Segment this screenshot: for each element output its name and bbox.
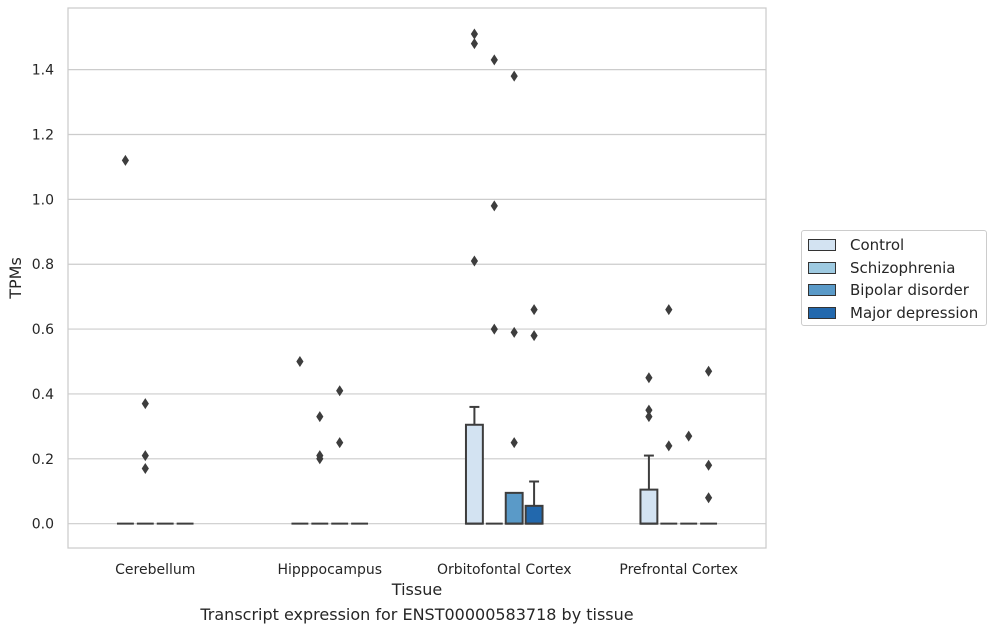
box-bipolar-disorder <box>504 70 524 525</box>
legend-item: Control <box>808 234 904 256</box>
box-control <box>464 28 484 525</box>
figure-caption: Transcript expression for ENST0000058371… <box>200 605 634 624</box>
outlier-point <box>490 200 498 212</box>
outlier-point <box>645 372 653 384</box>
x-tick-label: Cerebellum <box>115 562 195 578</box>
outlier-point <box>685 430 693 442</box>
legend-item: Major depression <box>808 302 978 324</box>
box-schizophrenia <box>311 411 329 525</box>
outlier-point <box>316 411 324 423</box>
box <box>639 488 659 525</box>
y-tick-label: 0.6 <box>32 322 54 338</box>
plot-frame <box>67 7 767 549</box>
outlier-point <box>704 492 713 504</box>
y-ticks: 0.0 0.2 0.4 0.6 0.8 1.0 1.2 1.4 <box>32 63 54 533</box>
y-tick-label: 1.4 <box>32 63 54 79</box>
grid-lines <box>68 69 766 525</box>
legend-item: Schizophrenia <box>808 257 955 279</box>
outlier-point <box>510 70 518 82</box>
outlier-point <box>470 28 479 40</box>
outlier-point <box>141 463 149 475</box>
legend-swatch <box>808 261 836 274</box>
outlier-point <box>470 255 479 267</box>
legend: Control Schizophrenia Bipolar disorder Majo… <box>801 230 987 326</box>
box-schizophrenia <box>136 398 154 525</box>
legend-swatch <box>808 306 836 319</box>
outlier-point <box>704 365 713 377</box>
legend-label: Bipolar disorder <box>850 281 969 299</box>
y-axis-label: TPMs <box>6 257 25 300</box>
y-tick-label: 0.0 <box>32 517 54 533</box>
y-tick-label: 0.2 <box>32 452 54 468</box>
box-bipolar-disorder <box>680 430 698 525</box>
x-axis-label: Tissue <box>391 580 442 599</box>
chart-marks <box>116 28 718 525</box>
outlier-point <box>510 326 518 338</box>
box-control <box>116 154 134 525</box>
box-major-depression <box>524 304 544 525</box>
outlier-point <box>510 437 518 449</box>
box <box>524 504 544 525</box>
outlier-point <box>296 356 304 368</box>
outlier-point <box>141 450 149 462</box>
legend-label: Major depression <box>850 303 979 322</box>
outlier-point <box>665 440 673 452</box>
x-tick-label: Orbitofontal Cortex <box>437 562 572 578</box>
outlier-point <box>470 38 479 50</box>
outlier-point <box>490 323 498 335</box>
y-tick-label: 1.0 <box>32 192 54 208</box>
box <box>504 491 524 525</box>
y-tick-label: 0.8 <box>32 257 54 273</box>
box-schizophrenia <box>485 54 503 525</box>
outlier-point <box>336 385 344 397</box>
box-bipolar-disorder <box>331 385 349 525</box>
y-tick-label: 1.2 <box>32 127 54 143</box>
outlier-point <box>141 398 149 410</box>
y-tick-label: 0.4 <box>32 387 54 403</box>
legend-swatch <box>808 284 836 296</box>
box-control <box>639 372 659 525</box>
outlier-point <box>530 330 538 342</box>
legend-item: Bipolar disorder <box>808 279 969 301</box>
box-major-depression <box>700 365 718 525</box>
box <box>464 423 484 525</box>
box-schizophrenia <box>660 304 678 525</box>
outlier-point <box>665 304 673 316</box>
outlier-point <box>336 437 344 449</box>
legend-swatch <box>808 239 836 251</box>
x-tick-label: Hipppocampus <box>277 562 382 578</box>
outlier-point <box>530 304 538 316</box>
outlier-point <box>704 459 713 471</box>
legend-label: Control <box>850 236 905 254</box>
legend-label: Schizophrenia <box>850 258 956 277</box>
x-tick-label: Prefrontal Cortex <box>619 562 738 578</box>
x-ticks: Cerebellum Hipppocampus Orbitofontal Corte… <box>115 562 738 578</box>
box-control <box>291 356 309 525</box>
outlier-point <box>645 404 653 416</box>
outlier-point <box>645 411 653 423</box>
outlier-point <box>121 154 130 166</box>
outlier-point <box>316 453 324 465</box>
outlier-point <box>490 54 498 66</box>
